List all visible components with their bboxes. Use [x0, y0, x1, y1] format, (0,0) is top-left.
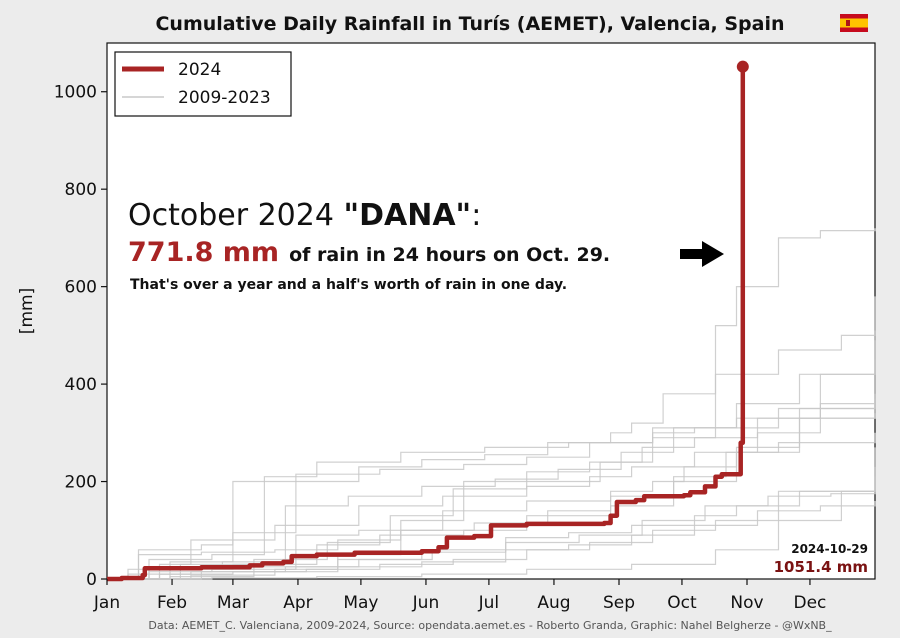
- x-tick-label-apr: Apr: [283, 593, 312, 613]
- historical-series-line: [107, 228, 876, 580]
- x-tick-label-aug: Aug: [537, 593, 570, 613]
- y-tick-label: 200: [65, 473, 97, 493]
- x-axis: Jan Feb Mar Apr May Jun Jul Aug Sep Oct Nov Dec: [93, 579, 826, 613]
- chart-title: Cumulative Daily Rainfall in Turís (AEME…: [155, 13, 784, 35]
- historical-series-line: [107, 403, 876, 580]
- historical-series-line: [107, 340, 876, 580]
- legend: 2024 2009-2023: [114, 51, 292, 117]
- annotation-headline-bold: "DANA": [343, 198, 471, 233]
- y-tick-label: 400: [65, 375, 97, 395]
- annotation-amount-text: of rain in 24 hours on Oct. 29.: [289, 244, 610, 266]
- annotation-amount: 771.8 mm: [128, 237, 279, 268]
- x-tick-label-dec: Dec: [793, 593, 826, 613]
- end-value-label: 1051.4 mm: [774, 558, 868, 576]
- y-tick-label: 0: [86, 570, 97, 590]
- historical-series-line: [107, 466, 876, 580]
- x-tick-label-jul: Jul: [478, 593, 500, 613]
- y-axis-label: [mm]: [17, 288, 37, 334]
- annotation-subtext: That's over a year and a half's worth of…: [130, 277, 567, 293]
- source-footer: Data: AEMET_C. Valenciana, 2009-2024, So…: [148, 619, 832, 632]
- historical-series-line: [107, 447, 876, 580]
- plot-area: [106, 42, 876, 580]
- annotation-headline-suffix: :: [471, 198, 481, 233]
- y-tick-label: 800: [65, 180, 97, 200]
- series-2024-group: [107, 60, 749, 582]
- x-tick-label-nov: Nov: [730, 593, 763, 613]
- x-tick-label-mar: Mar: [217, 593, 249, 613]
- historical-series-line: [107, 432, 876, 580]
- right-arrow-icon: [680, 241, 724, 267]
- legend-label-historical: 2009-2023: [178, 88, 271, 108]
- y-tick-label: 600: [65, 278, 97, 298]
- x-tick-label-feb: Feb: [157, 593, 187, 613]
- annotation-headline: October 2024 "DANA":: [128, 198, 481, 233]
- legend-label-2024: 2024: [178, 60, 221, 80]
- historical-series-line: [107, 296, 876, 580]
- historical-series-line: [107, 491, 876, 580]
- x-tick-label-jan: Jan: [93, 593, 120, 613]
- x-tick-label-jun: Jun: [412, 593, 440, 613]
- spain-flag-icon: [840, 14, 868, 32]
- annotation-amount-line: 771.8 mm of rain in 24 hours on Oct. 29.: [128, 237, 610, 268]
- series-2024-line: [107, 66, 746, 582]
- annotation-headline-prefix: October 2024: [128, 198, 343, 233]
- x-tick-label-may: May: [343, 593, 378, 613]
- y-tick-label: 1000: [54, 83, 97, 103]
- x-tick-label-sep: Sep: [603, 593, 635, 613]
- historical-series-group: [107, 228, 876, 580]
- y-axis: 0 200 400 600 800 1000: [54, 83, 107, 590]
- x-tick-label-oct: Oct: [667, 593, 697, 613]
- series-2024-endpoint: [736, 60, 749, 73]
- end-date-label: 2024-10-29: [791, 542, 868, 556]
